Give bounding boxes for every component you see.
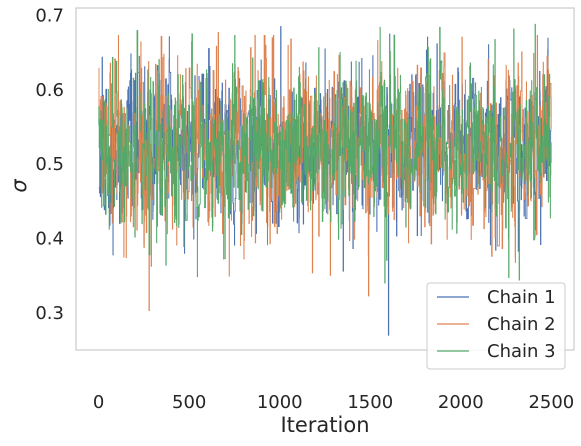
series-layer xyxy=(98,23,552,336)
legend-box xyxy=(426,282,566,370)
y-axis-label: σ xyxy=(7,179,31,193)
legend-label-chain-2: Chain 2 xyxy=(487,314,556,335)
x-axis-ticks: 0 500 1000 1500 2000 2500 xyxy=(93,392,574,413)
legend: Chain 1 Chain 2 Chain 3 xyxy=(426,282,566,370)
y-tick-label: 0.6 xyxy=(35,80,64,101)
legend-label-chain-3: Chain 3 xyxy=(487,341,556,362)
x-tick-label: 1500 xyxy=(347,392,393,413)
y-tick-label: 0.3 xyxy=(35,303,64,324)
series-line-chain-3 xyxy=(98,23,552,284)
x-tick-label: 2000 xyxy=(438,392,484,413)
plot-frame xyxy=(75,7,575,351)
x-tick-label: 0 xyxy=(93,392,104,413)
x-tick-label: 2500 xyxy=(528,392,574,413)
y-tick-label: 0.5 xyxy=(35,154,64,175)
x-tick-label: 1000 xyxy=(257,392,303,413)
x-axis-label: Iteration xyxy=(280,413,369,437)
x-tick-label: 500 xyxy=(172,392,206,413)
y-tick-label: 0.4 xyxy=(35,228,64,249)
y-tick-label: 0.7 xyxy=(35,5,64,26)
legend-label-chain-1: Chain 1 xyxy=(487,287,556,308)
y-axis-ticks: 0.3 0.4 0.5 0.6 0.7 xyxy=(35,5,64,323)
